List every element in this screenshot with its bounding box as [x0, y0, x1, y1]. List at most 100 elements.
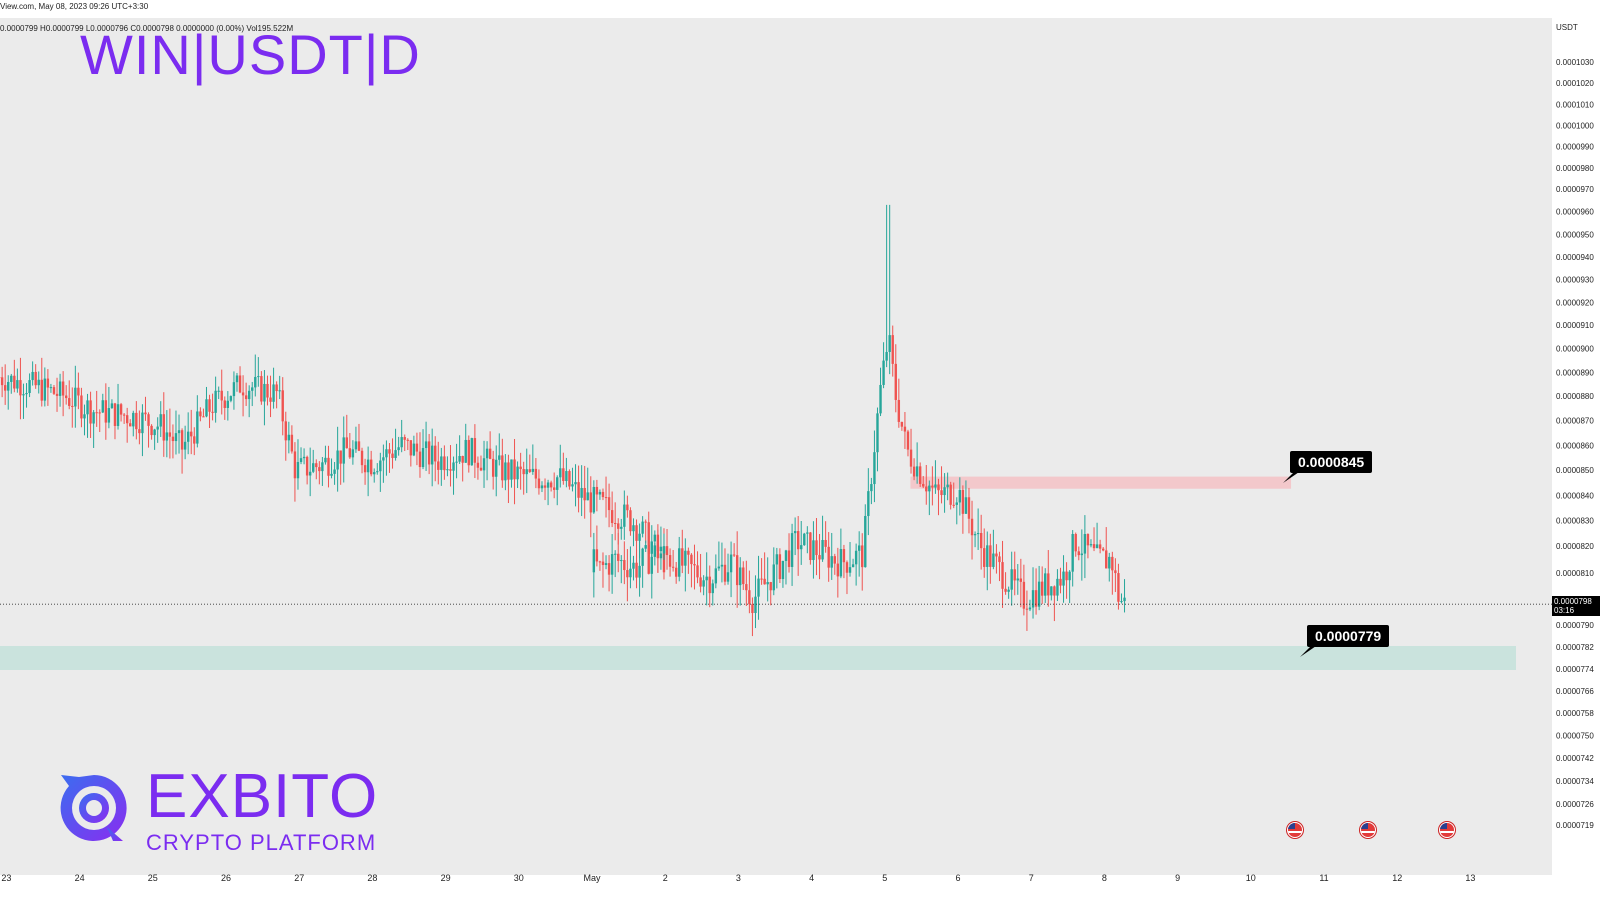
candle-body [342, 437, 345, 464]
candle-body [986, 545, 989, 567]
candle-body [275, 384, 278, 392]
candle-body [729, 554, 733, 573]
candle-body [967, 497, 971, 519]
candle-body [711, 583, 714, 594]
candle-body [617, 523, 620, 529]
candle-body [623, 504, 626, 527]
price-axis[interactable] [1552, 18, 1600, 875]
candle-body [650, 556, 653, 574]
candle-body [354, 441, 358, 450]
candle-body [95, 412, 98, 414]
candle-body [296, 462, 300, 479]
candle-body [873, 452, 876, 485]
candle-body [976, 532, 980, 535]
candle-body [940, 490, 943, 496]
candle-body [479, 467, 483, 471]
candle-body [537, 478, 541, 489]
candle-body [373, 472, 376, 475]
price-tick-label: 0.0000810 [1556, 569, 1594, 578]
candle-body [437, 461, 440, 470]
candle-body [833, 556, 836, 564]
candle-body [556, 477, 559, 490]
candle-body [992, 553, 995, 567]
candle-body [86, 400, 89, 415]
candle-body [202, 416, 205, 418]
candle-body [806, 532, 809, 534]
candle-body [562, 468, 565, 482]
candle-body [366, 459, 370, 473]
candle-body [787, 550, 791, 567]
candle-body [1022, 581, 1026, 609]
candle-body [461, 456, 464, 463]
chart-panel[interactable] [0, 18, 1552, 875]
candle-body [763, 578, 766, 585]
price-tick-label: 0.0001010 [1556, 100, 1594, 109]
us-flag-event-icon[interactable] [1439, 822, 1455, 838]
resistance-callout[interactable]: 0.0000845 [1290, 451, 1373, 473]
candle-body [629, 510, 632, 532]
candle-body [10, 375, 13, 382]
candle-body [312, 463, 315, 472]
candle-body [610, 554, 614, 575]
support-callout[interactable]: 0.0000779 [1307, 625, 1390, 647]
candle-body [263, 383, 266, 402]
candle-body [995, 553, 998, 557]
candle-body [49, 387, 53, 389]
candle-body [888, 335, 891, 352]
candle-body [580, 487, 583, 498]
candle-body [830, 556, 833, 568]
candle-body [1095, 544, 1099, 549]
candle-body [513, 459, 516, 480]
candle-body [217, 390, 220, 392]
candle-body [385, 449, 388, 458]
candle-body [284, 421, 287, 441]
time-tick-label: 6 [955, 873, 960, 883]
candle-body [717, 566, 721, 569]
candle-body [13, 375, 16, 389]
price-tick-label: 0.0000758 [1556, 709, 1594, 718]
candle-body [305, 456, 309, 476]
candle-body [1068, 571, 1071, 581]
candle-body [104, 400, 108, 423]
candle-body [693, 564, 696, 566]
candle-body [110, 403, 114, 409]
candle-body [876, 413, 879, 453]
candle-body [89, 400, 92, 424]
candle-body [641, 521, 644, 534]
candle-body [800, 545, 803, 550]
candle-body [257, 376, 260, 378]
candle-body [559, 468, 562, 478]
candle-body [55, 393, 59, 396]
candle-body [882, 360, 885, 385]
candle-body [751, 604, 754, 614]
candle-body [836, 563, 840, 577]
candle-body [870, 484, 873, 492]
candle-body [937, 484, 940, 491]
candle-body [427, 441, 431, 465]
candle-body [769, 582, 772, 591]
candle-body [900, 421, 904, 427]
us-flag-event-icon[interactable] [1287, 822, 1303, 838]
candle-body [16, 380, 19, 389]
candle-body [516, 466, 519, 480]
candle-body [815, 540, 818, 556]
candle-body [598, 491, 602, 495]
candle-body [150, 425, 153, 436]
candle-body [1120, 601, 1123, 603]
candle-body [699, 577, 702, 587]
price-tick-label: 0.0000880 [1556, 392, 1594, 401]
us-flag-event-icon[interactable] [1360, 822, 1376, 838]
candle-body [153, 429, 156, 436]
candle-body [287, 434, 291, 441]
candle-body [37, 379, 40, 386]
candle-body [613, 523, 617, 525]
candle-body [955, 502, 958, 505]
time-tick-label: 10 [1246, 873, 1256, 883]
exbito-logo-icon [60, 775, 127, 841]
time-tick-label: 4 [809, 873, 814, 883]
time-tick-label: May [583, 873, 601, 883]
price-tick-label: 0.0000830 [1556, 517, 1594, 526]
candle-body [742, 567, 745, 585]
candle-body [915, 466, 919, 477]
